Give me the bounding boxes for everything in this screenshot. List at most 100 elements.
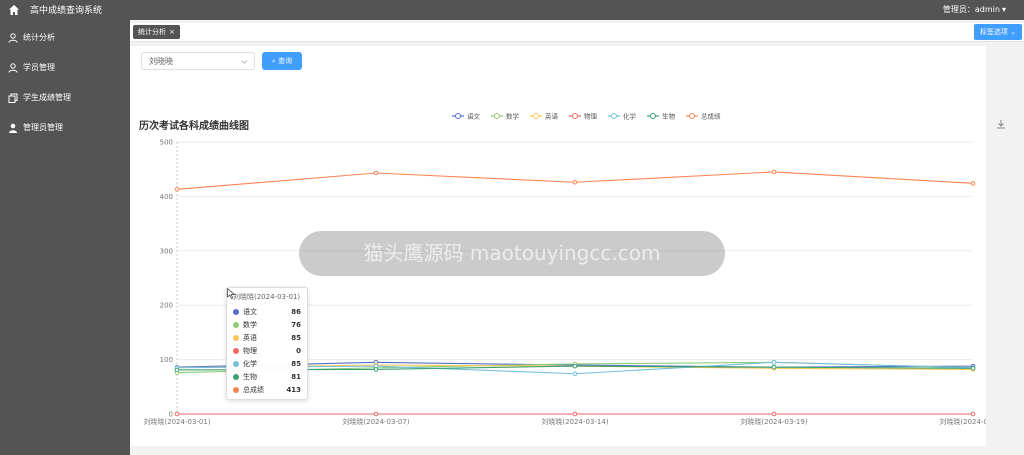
sidebar: 统计分析 学员管理 学生成绩管理 管理员管理 bbox=[0, 20, 130, 455]
sidebar-item-admins[interactable]: 管理员管理 bbox=[8, 122, 63, 133]
sidebar-item-label: 学生成绩管理 bbox=[23, 93, 71, 102]
tab-options-label: 标签选项 bbox=[979, 28, 1008, 36]
series-dot-icon bbox=[233, 308, 239, 315]
legend-label: 化学 bbox=[623, 112, 637, 121]
user-icon bbox=[8, 32, 18, 43]
series-dot-icon bbox=[233, 373, 239, 380]
data-point bbox=[572, 371, 578, 377]
tooltip-row: 总成绩 413 bbox=[233, 383, 301, 396]
y-tick-label: 500 bbox=[160, 139, 173, 147]
x-tick-label: 刘晓晓(2024-03-07) bbox=[342, 417, 409, 426]
legend-marker-icon bbox=[572, 113, 578, 119]
y-tick-label: 400 bbox=[160, 193, 173, 201]
y-tick-label: 200 bbox=[160, 302, 173, 310]
tooltip-row: 英语 85 bbox=[233, 331, 301, 344]
user-menu[interactable]: 管理员：admin ▾ bbox=[943, 4, 1006, 15]
tooltip-row: 生物 81 bbox=[233, 370, 301, 383]
query-button[interactable]: ⌕ 查询 bbox=[262, 52, 302, 70]
caret-down-icon: ▾ bbox=[1001, 5, 1006, 14]
legend-marker-icon bbox=[689, 113, 695, 119]
tooltip-series-name: 生物 bbox=[243, 372, 257, 381]
tooltip-series-name: 数学 bbox=[243, 320, 257, 329]
legend-marker-icon bbox=[650, 113, 656, 119]
tooltip-row: 语文 86 bbox=[233, 305, 301, 318]
data-point bbox=[572, 363, 578, 369]
student-select-value: 刘晓晓 bbox=[149, 57, 173, 66]
sidebar-item-label: 统计分析 bbox=[23, 33, 55, 42]
data-point bbox=[174, 367, 180, 373]
home-icon[interactable] bbox=[8, 4, 20, 16]
tooltip-series-value: 0 bbox=[296, 346, 301, 355]
series-dot-icon bbox=[233, 334, 239, 341]
legend-label: 物理 bbox=[584, 112, 598, 121]
tab-statistics[interactable]: 统计分析 × bbox=[133, 25, 180, 39]
tab-label: 统计分析 bbox=[138, 28, 166, 36]
student-select[interactable]: 刘晓晓 bbox=[141, 52, 255, 70]
legend-marker-icon bbox=[494, 113, 500, 119]
series-dot-icon bbox=[233, 360, 239, 367]
x-tick-label: 刘晓晓(2024-03-14) bbox=[541, 417, 608, 426]
data-point bbox=[373, 170, 379, 176]
search-icon: ⌕ bbox=[271, 57, 276, 65]
y-tick-label: 300 bbox=[160, 247, 173, 255]
legend-label: 总成绩 bbox=[701, 112, 721, 121]
mouse-cursor-icon bbox=[227, 288, 235, 299]
data-point bbox=[970, 366, 976, 371]
y-tick-label: 100 bbox=[160, 356, 173, 364]
chart-title: 历次考试各科成绩曲线图 bbox=[139, 121, 249, 132]
tooltip-row: 物理 0 bbox=[233, 344, 301, 357]
tooltip-series-value: 85 bbox=[291, 359, 301, 368]
tooltip-series-name: 语文 bbox=[243, 307, 257, 316]
tooltip-series-value: 413 bbox=[286, 385, 301, 394]
data-point bbox=[970, 181, 976, 186]
sidebar-item-statistics[interactable]: 统计分析 bbox=[8, 32, 55, 43]
legend-label: 生物 bbox=[662, 112, 676, 121]
legend-label: 语文 bbox=[467, 112, 481, 121]
tooltip-row: 化学 85 bbox=[233, 357, 301, 370]
series-dot-icon bbox=[233, 321, 239, 328]
sidebar-item-label: 学员管理 bbox=[23, 63, 55, 72]
user-label: 管理员：admin bbox=[942, 5, 1000, 14]
watermark: 猫头鹰源码 maotouyingcc.com bbox=[299, 231, 725, 276]
sidebar-item-scores[interactable]: 学生成绩管理 bbox=[8, 92, 71, 103]
top-bar: 高中成绩查询系统 管理员：admin ▾ bbox=[0, 0, 1024, 20]
app-title: 高中成绩查询系统 bbox=[30, 6, 103, 16]
series-dot-icon bbox=[233, 347, 239, 354]
tooltip-series-value: 85 bbox=[291, 333, 301, 342]
data-point bbox=[572, 411, 578, 417]
download-icon[interactable] bbox=[996, 119, 1006, 129]
tooltip-series-name: 总成绩 bbox=[243, 385, 264, 394]
tooltip-series-name: 物理 bbox=[243, 346, 257, 355]
x-tick-label: 刘晓晓(2024-03-01) bbox=[143, 417, 210, 426]
data-point bbox=[572, 179, 578, 185]
tooltip-series-name: 化学 bbox=[243, 359, 257, 368]
sidebar-item-students[interactable]: 学员管理 bbox=[8, 62, 55, 73]
main-area: 统计分析 × 标签选项 ⌄ 刘晓晓 ⌕ 查询 历次考试各科成绩曲线图 0 100 20… bbox=[130, 20, 1024, 455]
data-point bbox=[373, 367, 379, 372]
tab-options-button[interactable]: 标签选项 ⌄ bbox=[973, 24, 1022, 40]
legend-marker-icon bbox=[611, 113, 617, 119]
series-dot-icon bbox=[233, 386, 239, 393]
score-line-chart: 0 100 200 300 400 500 刘晓晓(2024-03-01) 刘晓晓(2024-… bbox=[143, 112, 986, 427]
data-point bbox=[970, 411, 976, 417]
x-tick-label: 刘晓晓(2024-03-23) bbox=[939, 417, 986, 426]
data-point bbox=[771, 364, 777, 370]
tooltip-series-value: 86 bbox=[291, 307, 301, 316]
data-point bbox=[373, 411, 379, 417]
chevron-down-icon bbox=[241, 60, 248, 64]
tooltip-row: 数学 76 bbox=[233, 318, 301, 331]
data-point bbox=[771, 360, 777, 365]
close-icon[interactable]: × bbox=[169, 28, 175, 36]
tabs-bar: 统计分析 × 标签选项 ⌄ bbox=[130, 23, 1024, 42]
copy-icon bbox=[8, 93, 18, 103]
data-point bbox=[771, 169, 777, 175]
data-point bbox=[174, 411, 180, 417]
tooltip-series-value: 76 bbox=[291, 320, 301, 329]
legend-label: 数学 bbox=[506, 112, 520, 121]
x-tick-label: 刘晓晓(2024-03-19) bbox=[740, 417, 807, 426]
legend-label: 英语 bbox=[545, 112, 559, 121]
legend-marker-icon bbox=[533, 113, 539, 119]
chart-tooltip: 刘晓晓(2024-03-01) 语文 86 数学 76 英语 85 物理 0 化学 85 生物 81 总… bbox=[226, 287, 308, 400]
user-icon bbox=[8, 62, 18, 73]
tooltip-series-name: 英语 bbox=[243, 333, 257, 342]
